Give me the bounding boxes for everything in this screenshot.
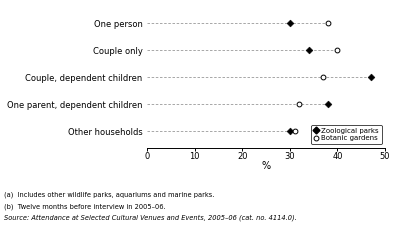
Text: Source: Attendance at Selected Cultural Venues and Events, 2005–06 (cat. no. 411: Source: Attendance at Selected Cultural … bbox=[4, 215, 297, 221]
Point bbox=[291, 129, 298, 133]
Text: (b)  Twelve months before interview in 2005–06.: (b) Twelve months before interview in 20… bbox=[4, 203, 166, 210]
Point bbox=[306, 48, 312, 52]
Point bbox=[368, 75, 374, 79]
Point bbox=[296, 102, 303, 106]
Point bbox=[287, 21, 293, 25]
Point bbox=[320, 75, 326, 79]
Point bbox=[325, 102, 331, 106]
Point bbox=[287, 129, 293, 133]
X-axis label: %: % bbox=[262, 161, 270, 171]
Point bbox=[334, 48, 341, 52]
Legend: Zoological parks, Botanic gardens: Zoological parks, Botanic gardens bbox=[312, 125, 382, 144]
Text: (a)  Includes other wildlife parks, aquariums and marine parks.: (a) Includes other wildlife parks, aquar… bbox=[4, 192, 214, 198]
Point bbox=[325, 21, 331, 25]
